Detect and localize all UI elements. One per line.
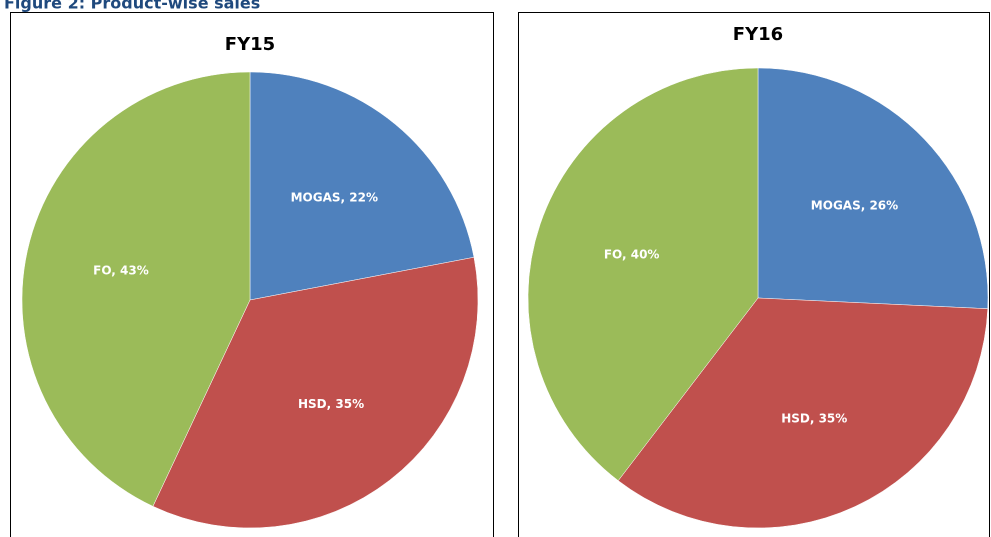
pie-slice — [249, 71, 475, 301]
pie-slice — [757, 67, 989, 309]
pie-slice — [617, 297, 989, 529]
chart-frame — [10, 12, 494, 537]
data-label: MOGAS, 26% — [811, 198, 898, 212]
figure-title: Figure 2: Product-wise sales — [4, 0, 260, 13]
pie-slice — [21, 71, 251, 507]
data-label: HSD, 35% — [298, 397, 364, 411]
data-label: HSD, 35% — [781, 411, 847, 425]
pie-slice — [527, 67, 759, 482]
data-label: FO, 40% — [604, 248, 660, 262]
chart-frame — [518, 12, 990, 537]
pie-slice — [152, 256, 479, 529]
data-label: FO, 43% — [93, 264, 149, 278]
chart-title: FY15 — [225, 34, 275, 55]
data-label: MOGAS, 22% — [291, 191, 378, 205]
chart-title: FY16 — [733, 24, 783, 45]
